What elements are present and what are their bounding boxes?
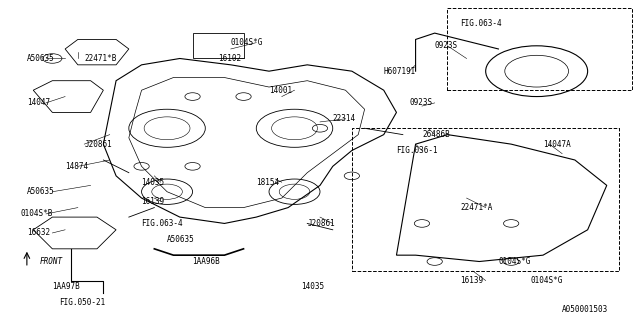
Text: 0104S*G: 0104S*G: [499, 257, 531, 266]
Text: 16632: 16632: [27, 228, 50, 237]
Text: 22471*B: 22471*B: [84, 54, 116, 63]
Text: 14047: 14047: [27, 99, 50, 108]
Text: FIG.063-4: FIG.063-4: [141, 219, 183, 228]
Text: FIG.036-1: FIG.036-1: [396, 146, 438, 155]
Text: J20861: J20861: [84, 140, 112, 148]
Text: 14035: 14035: [301, 282, 324, 292]
Text: FIG.050-21: FIG.050-21: [59, 298, 105, 307]
Text: 16139: 16139: [141, 197, 164, 206]
Text: 14874: 14874: [65, 162, 88, 171]
Text: A50635: A50635: [27, 54, 54, 63]
Text: 0104S*B: 0104S*B: [20, 209, 53, 219]
Text: 26486B: 26486B: [422, 130, 450, 139]
Text: 1AA97B: 1AA97B: [52, 282, 80, 292]
Text: 1AA96B: 1AA96B: [193, 257, 220, 266]
Text: H60719I: H60719I: [384, 67, 416, 76]
Bar: [447, 8, 632, 90]
Text: 0923S: 0923S: [409, 99, 433, 108]
Text: FIG.063-4: FIG.063-4: [460, 19, 502, 28]
Text: 14001: 14001: [269, 86, 292, 95]
Text: 0923S: 0923S: [435, 41, 458, 50]
Text: A050001503: A050001503: [562, 305, 609, 314]
Text: 16139: 16139: [460, 276, 483, 285]
Text: 14047A: 14047A: [543, 140, 571, 148]
Text: 14035: 14035: [141, 178, 164, 187]
Text: 22314: 22314: [333, 114, 356, 123]
Text: A50635: A50635: [167, 235, 195, 244]
Text: 22471*A: 22471*A: [460, 203, 493, 212]
Bar: [193, 33, 244, 59]
Text: 0104S*G: 0104S*G: [531, 276, 563, 285]
Text: FRONT: FRONT: [40, 257, 63, 266]
Text: A50635: A50635: [27, 187, 54, 196]
Text: 0104S*G: 0104S*G: [231, 38, 263, 47]
Text: J20861: J20861: [307, 219, 335, 228]
Text: 18154: 18154: [256, 178, 280, 187]
Text: 16102: 16102: [218, 54, 241, 63]
Bar: [352, 128, 620, 271]
